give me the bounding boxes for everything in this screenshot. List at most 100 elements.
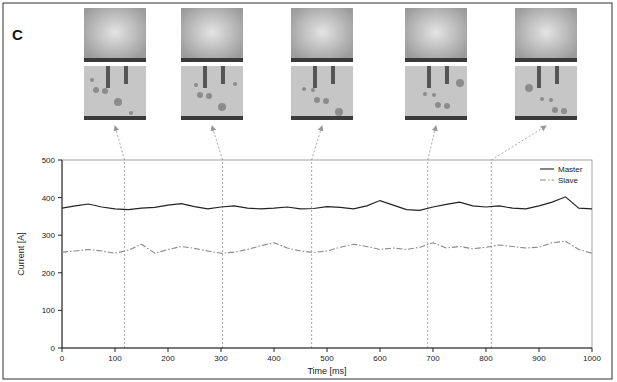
- photo-top-base: [84, 58, 146, 62]
- photo-bottom: [181, 66, 243, 120]
- photo-top-base: [515, 58, 577, 62]
- x-tick: [115, 348, 116, 352]
- photo-droplet: [540, 97, 544, 101]
- photo-electrode: [427, 66, 431, 88]
- y-tick-label: 400: [42, 194, 56, 203]
- y-tick-label: 500: [42, 156, 56, 165]
- legend-label: Master: [558, 165, 583, 174]
- frame-time-line: [115, 126, 125, 348]
- x-tick-label: 700: [426, 354, 440, 363]
- photo-droplet: [194, 83, 198, 87]
- x-tick: [380, 348, 381, 352]
- panel-label: C: [12, 26, 23, 43]
- photo-bottom-base: [405, 116, 467, 120]
- photo-electrode: [203, 66, 207, 88]
- x-tick: [62, 348, 63, 352]
- x-tick: [539, 348, 540, 352]
- photo-electrode: [445, 66, 449, 84]
- photo-droplet: [525, 84, 533, 92]
- legend-swatch: [540, 179, 554, 180]
- photo-droplet: [311, 88, 315, 92]
- photo-droplet: [93, 87, 99, 93]
- photo-bottom-base: [181, 116, 243, 120]
- x-tick: [486, 348, 487, 352]
- x-tick-label: 500: [320, 354, 334, 363]
- y-tick: [58, 160, 62, 161]
- photo-top: [515, 8, 577, 62]
- x-tick: [168, 348, 169, 352]
- x-tick-label: 400: [267, 354, 281, 363]
- photo-droplet: [423, 92, 427, 96]
- photo-droplet: [335, 108, 343, 116]
- photo-electrode: [331, 66, 335, 84]
- photo-electrode: [313, 66, 317, 88]
- x-tick-label: 0: [60, 354, 65, 363]
- photo-droplet: [323, 98, 329, 104]
- photo-bottom-base: [84, 116, 146, 120]
- y-axis: [62, 160, 63, 348]
- photo-droplet: [102, 88, 108, 94]
- figure-border: [3, 3, 612, 379]
- series-group: [62, 197, 592, 253]
- photo-droplet: [561, 108, 567, 114]
- legend: Master Slave: [540, 165, 583, 185]
- photo-droplet: [552, 107, 558, 113]
- photo-droplet: [432, 93, 436, 97]
- x-tick: [221, 348, 222, 352]
- photo-bottom: [405, 66, 467, 120]
- y-tick-label: 100: [42, 306, 56, 315]
- frame-time-line: [312, 126, 322, 348]
- photo-droplet: [129, 111, 133, 115]
- photo-electrode: [555, 66, 559, 84]
- photo-top-base: [291, 58, 353, 62]
- photo-top: [84, 8, 146, 62]
- plot-frame: [62, 160, 592, 348]
- photo-droplet: [206, 93, 212, 99]
- frame-time-line: [212, 126, 223, 348]
- photo-bottom: [515, 66, 577, 120]
- y-tick: [58, 272, 62, 273]
- photo-droplet: [444, 103, 450, 109]
- photo-droplet: [549, 98, 553, 102]
- x-tick: [433, 348, 434, 352]
- photo-top-base: [405, 58, 467, 62]
- photo-droplet: [302, 87, 306, 91]
- photo-electrode: [124, 66, 128, 84]
- photo-top-base: [181, 58, 243, 62]
- photo-top: [181, 8, 243, 62]
- y-tick-label: 0: [51, 344, 56, 353]
- y-tick: [58, 235, 62, 236]
- photo-electrode: [221, 66, 225, 84]
- photo-bottom: [84, 66, 146, 120]
- x-tick-label: 200: [161, 354, 175, 363]
- legend-label: Slave: [558, 176, 579, 185]
- x-tick-label: 900: [532, 354, 546, 363]
- photo-bottom: [291, 66, 353, 120]
- x-tick-label: 800: [479, 354, 493, 363]
- y-tick-label: 200: [42, 269, 56, 278]
- photo-droplet: [197, 92, 203, 98]
- photo-droplet: [314, 97, 320, 103]
- x-tick: [592, 348, 593, 352]
- x-tick-label: 300: [214, 354, 228, 363]
- y-axis-title: Current [A]: [16, 232, 26, 276]
- photo-top: [291, 8, 353, 62]
- photo-droplet: [218, 103, 226, 111]
- photo-droplet: [233, 82, 237, 86]
- x-tick: [327, 348, 328, 352]
- x-tick-label: 1000: [583, 354, 601, 363]
- figure: C010020030040050060070080090010000100200…: [0, 0, 617, 382]
- x-tick: [274, 348, 275, 352]
- photo-droplet: [435, 102, 441, 108]
- photo-top: [405, 8, 467, 62]
- y-tick: [58, 197, 62, 198]
- frame-time-line: [428, 126, 436, 348]
- photo-electrode: [106, 66, 110, 88]
- series-line: [62, 197, 592, 211]
- y-tick-label: 300: [42, 231, 56, 240]
- x-axis-title: Time [ms]: [307, 366, 346, 376]
- photo-droplet: [456, 79, 464, 87]
- legend-swatch: [540, 168, 554, 169]
- x-tick-label: 600: [373, 354, 387, 363]
- series-line: [62, 241, 592, 253]
